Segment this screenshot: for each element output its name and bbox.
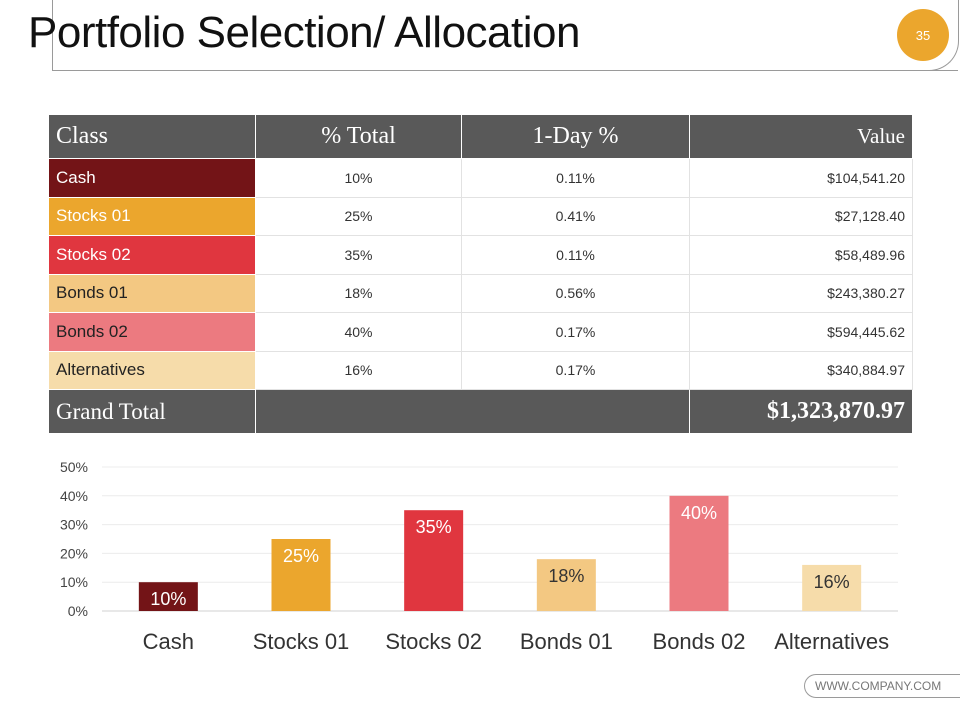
value-cell: $243,380.27 bbox=[689, 273, 913, 313]
allocation-table: Class % Total 1-Day % Value Cash 10% 0.11%… bbox=[48, 114, 913, 434]
y-tick-label: 20% bbox=[60, 545, 88, 561]
table-row: Bonds 02 40% 0.17% $594,445.62 bbox=[48, 312, 913, 352]
table-row: Stocks 01 25% 0.41% $27,128.40 bbox=[48, 196, 913, 236]
total-cell: 35% bbox=[255, 235, 462, 275]
class-cell: Alternatives bbox=[48, 350, 256, 390]
y-tick-label: 0% bbox=[68, 603, 88, 619]
value-cell: $594,445.62 bbox=[689, 312, 913, 352]
table-row: Cash 10% 0.11% $104,541.20 bbox=[48, 158, 913, 198]
value-cell: $27,128.40 bbox=[689, 196, 913, 236]
bar-value-label: 40% bbox=[681, 503, 717, 523]
col-header-total: % Total bbox=[255, 114, 462, 159]
x-category-label: Stocks 02 bbox=[385, 629, 482, 654]
one-day-cell: 0.11% bbox=[461, 158, 690, 198]
company-website[interactable]: WWW.COMPANY.COM bbox=[804, 674, 960, 698]
bar-value-label: 16% bbox=[814, 572, 850, 592]
x-category-label: Stocks 01 bbox=[253, 629, 350, 654]
x-category-label: Cash bbox=[143, 629, 194, 654]
bar bbox=[536, 559, 596, 611]
one-day-cell: 0.41% bbox=[461, 196, 690, 236]
x-category-label: Bonds 02 bbox=[653, 629, 746, 654]
bar bbox=[802, 564, 862, 611]
title-frame-corner bbox=[870, 0, 959, 71]
total-cell: 25% bbox=[255, 196, 462, 236]
bar bbox=[404, 510, 464, 611]
allocation-bar-chart: 0% 10% 20% 30% 40% 50% 10% Cash 25% Stocks 01 35% S… bbox=[60, 459, 898, 654]
table-header-row: Class % Total 1-Day % Value bbox=[48, 114, 913, 159]
grand-total-row: Grand Total $1,323,870.97 bbox=[48, 389, 913, 434]
table-row: Bonds 01 18% 0.56% $243,380.27 bbox=[48, 273, 913, 313]
bar-value-label: 10% bbox=[150, 589, 186, 609]
y-tick-label: 10% bbox=[60, 574, 88, 590]
page-title: Portfolio Selection/ Allocation bbox=[28, 8, 580, 57]
class-cell: Bonds 02 bbox=[48, 312, 256, 352]
value-cell: $104,541.20 bbox=[689, 158, 913, 198]
one-day-cell: 0.17% bbox=[461, 350, 690, 390]
class-cell: Bonds 01 bbox=[48, 273, 256, 313]
col-header-one-day: 1-Day % bbox=[461, 114, 690, 159]
table-row: Stocks 02 35% 0.11% $58,489.96 bbox=[48, 235, 913, 275]
table-row: Alternatives 16% 0.17% $340,884.97 bbox=[48, 350, 913, 390]
col-header-class: Class bbox=[48, 114, 256, 159]
x-category-label: Bonds 01 bbox=[520, 629, 613, 654]
page-number-badge: 35 bbox=[897, 9, 949, 61]
x-category-label: Alternatives bbox=[774, 629, 889, 654]
total-cell: 10% bbox=[255, 158, 462, 198]
total-cell: 40% bbox=[255, 312, 462, 352]
one-day-cell: 0.56% bbox=[461, 273, 690, 313]
class-cell: Cash bbox=[48, 158, 256, 198]
bar bbox=[138, 582, 198, 611]
total-cell: 18% bbox=[255, 273, 462, 313]
bar bbox=[669, 495, 729, 611]
class-cell: Stocks 01 bbox=[48, 196, 256, 236]
one-day-cell: 0.11% bbox=[461, 235, 690, 275]
bar-value-label: 35% bbox=[416, 517, 452, 537]
col-header-value: Value bbox=[689, 114, 913, 159]
grand-total-value: $1,323,870.97 bbox=[689, 389, 913, 434]
one-day-cell: 0.17% bbox=[461, 312, 690, 352]
grand-total-label: Grand Total bbox=[48, 389, 256, 434]
total-cell: 16% bbox=[255, 350, 462, 390]
bar-value-label: 25% bbox=[283, 546, 319, 566]
y-tick-label: 30% bbox=[60, 517, 88, 533]
bar bbox=[271, 539, 331, 611]
y-tick-label: 40% bbox=[60, 488, 88, 504]
bar-value-label: 18% bbox=[548, 566, 584, 586]
y-tick-label: 50% bbox=[60, 459, 88, 475]
value-cell: $58,489.96 bbox=[689, 235, 913, 275]
class-cell: Stocks 02 bbox=[48, 235, 256, 275]
grand-total-spacer bbox=[255, 389, 690, 434]
value-cell: $340,884.97 bbox=[689, 350, 913, 390]
title-frame bbox=[52, 0, 958, 71]
